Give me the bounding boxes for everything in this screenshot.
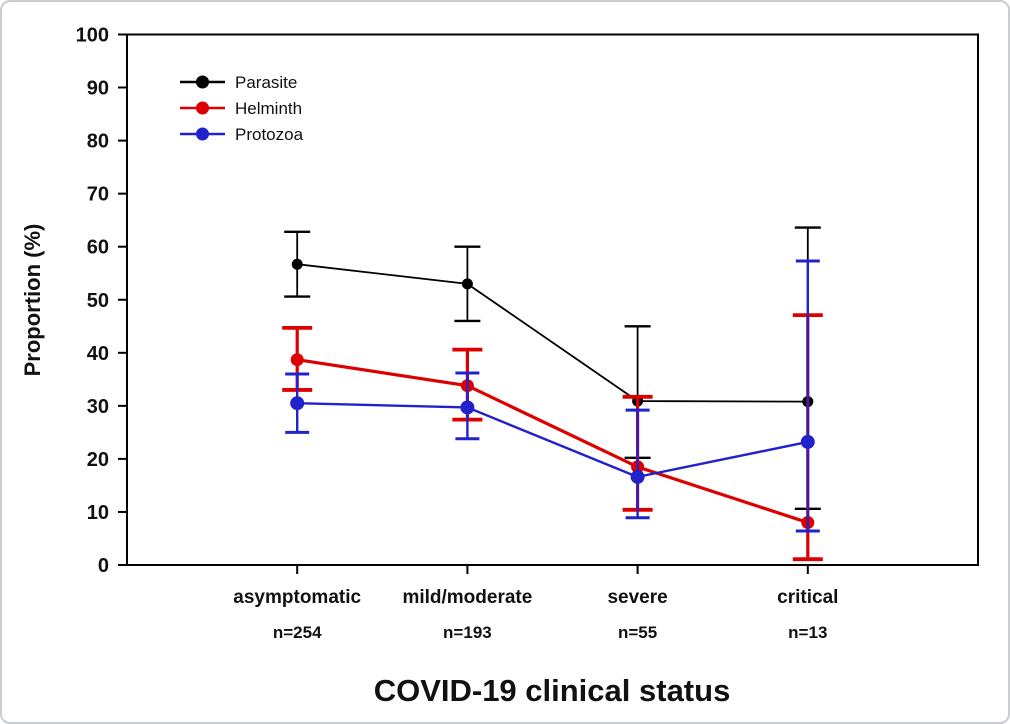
series-line <box>297 263 808 403</box>
series-helminth <box>282 313 823 562</box>
y-axis-title: Proportion (%) <box>20 224 45 377</box>
category-n-label: n=193 <box>443 623 492 642</box>
legend-marker <box>196 101 209 115</box>
y-tick-label: 100 <box>76 25 109 47</box>
legend-label: Parasite <box>235 73 297 92</box>
series-line <box>297 401 809 479</box>
y-tick-label: 70 <box>87 184 109 206</box>
y-tick-label: 60 <box>87 237 109 259</box>
legend-item-helminth: Helminth <box>180 99 302 118</box>
y-tick-label: 0 <box>98 555 109 577</box>
category-n-label: n=55 <box>618 623 657 642</box>
category-n-label: n=254 <box>273 623 322 642</box>
category-label: asymptomatic <box>233 587 361 608</box>
x-axis: asymptomatic n=254 mild/moderate n=193 sever… <box>233 565 838 642</box>
data-point <box>461 278 473 290</box>
data-point <box>290 353 304 367</box>
category-n-label: n=13 <box>788 623 827 642</box>
y-axis: 0 10 20 30 40 50 60 70 80 90 100 <box>76 25 127 577</box>
legend-marker <box>196 75 209 89</box>
category-label: critical <box>777 587 838 608</box>
legend: Parasite Helminth Protozoa <box>180 73 304 144</box>
data-point <box>291 258 303 270</box>
y-tick-label: 80 <box>87 131 109 153</box>
data-point <box>630 469 645 484</box>
category-label: severe <box>607 587 667 608</box>
data-point <box>460 400 475 415</box>
series-layer <box>282 226 823 562</box>
y-tick-label: 10 <box>87 502 109 524</box>
y-tick-label: 20 <box>87 449 109 471</box>
y-tick-label: 90 <box>87 78 109 100</box>
legend-label: Helminth <box>235 99 302 118</box>
y-tick-label: 40 <box>87 343 109 365</box>
legend-marker <box>196 127 209 141</box>
legend-label: Protozoa <box>235 125 304 144</box>
legend-item-protozoa: Protozoa <box>180 125 304 144</box>
data-point <box>290 396 305 411</box>
series-line <box>296 358 809 525</box>
series-parasite <box>284 226 821 510</box>
data-point <box>800 434 815 449</box>
y-tick-label: 30 <box>87 396 109 418</box>
category-label: mild/moderate <box>402 587 532 608</box>
series-protozoa <box>285 259 820 533</box>
x-axis-title: COVID-19 clinical status <box>374 673 731 708</box>
legend-item-parasite: Parasite <box>180 73 297 92</box>
y-tick-label: 50 <box>87 290 109 312</box>
